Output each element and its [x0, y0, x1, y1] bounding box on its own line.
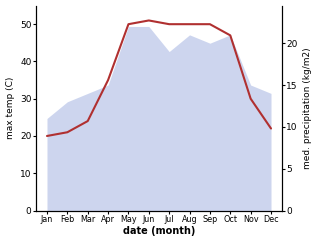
- X-axis label: date (month): date (month): [123, 227, 195, 236]
- Y-axis label: med. precipitation (kg/m2): med. precipitation (kg/m2): [303, 47, 313, 169]
- Y-axis label: max temp (C): max temp (C): [5, 77, 15, 139]
